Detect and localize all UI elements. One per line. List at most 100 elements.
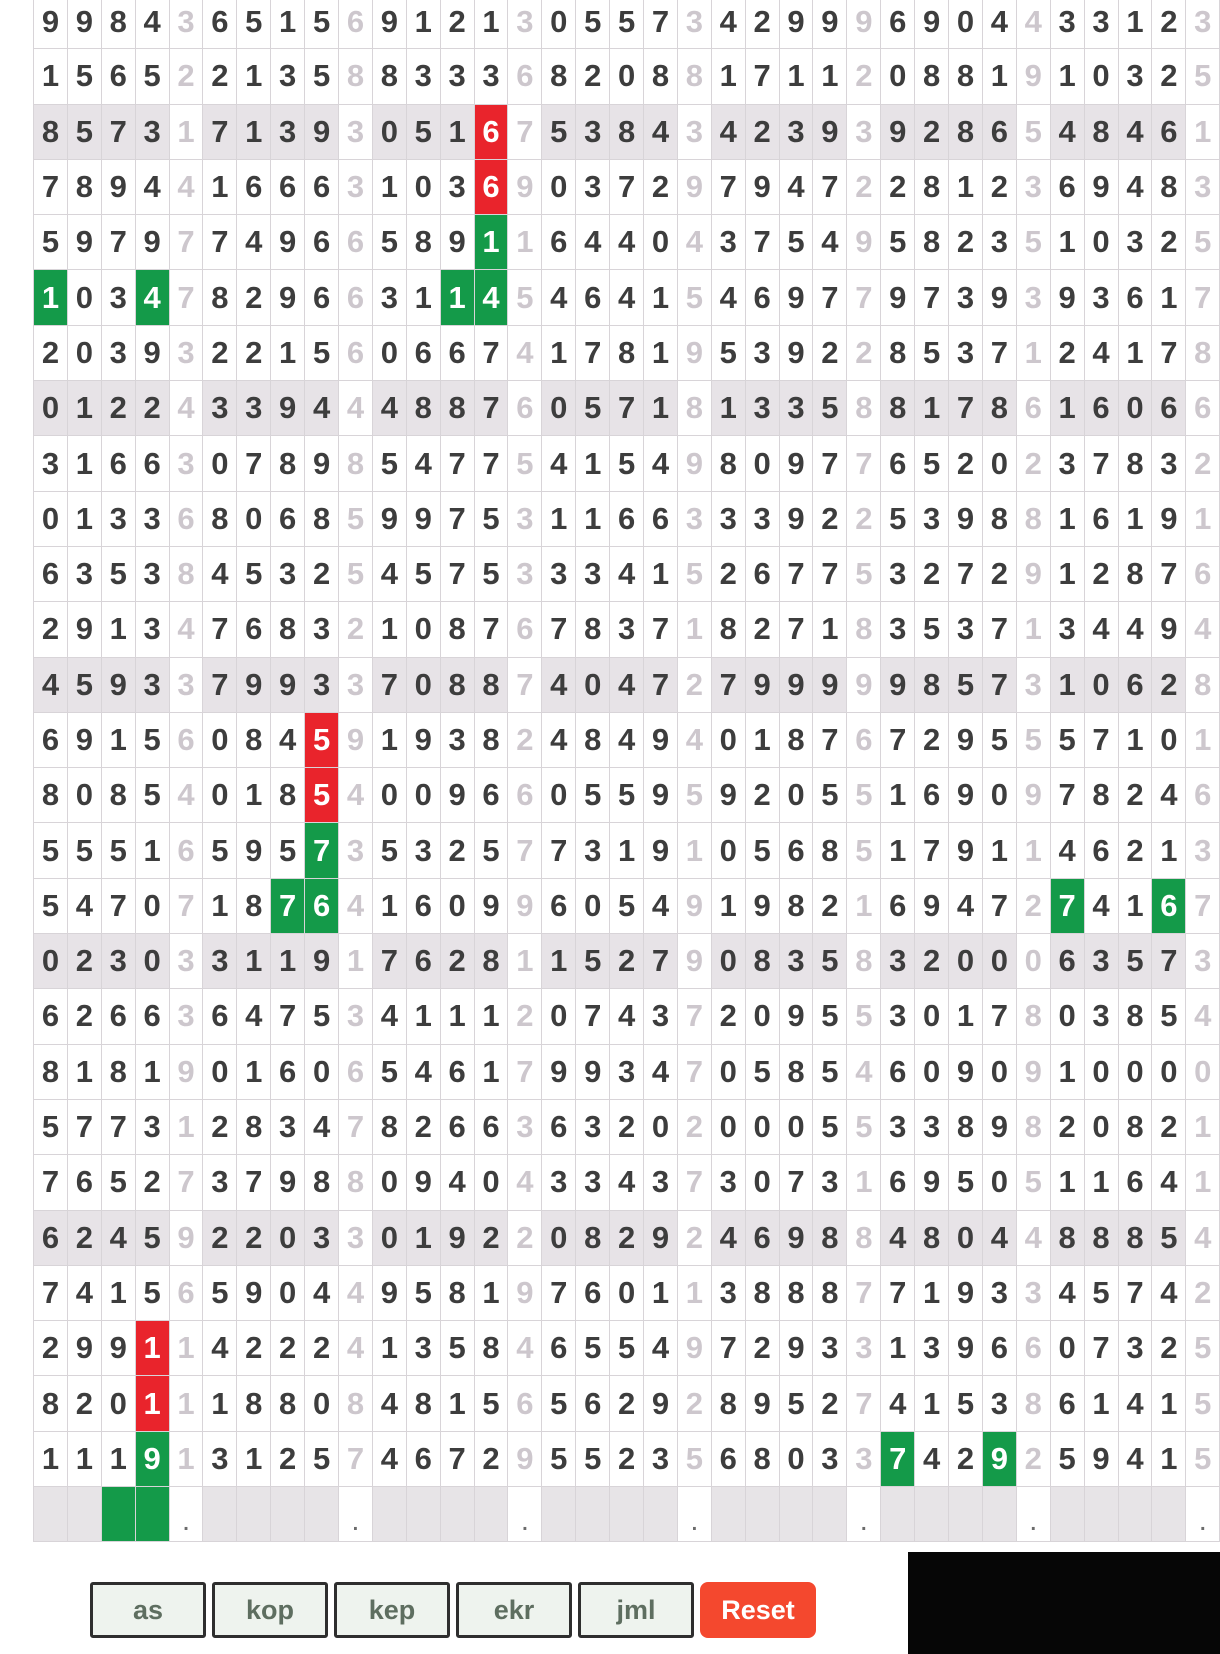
- grid-cell: 8: [1084, 768, 1119, 824]
- grid-cell: 3: [949, 270, 983, 326]
- grid-cell: 8: [949, 49, 983, 105]
- grid-cell: 3: [135, 546, 170, 603]
- grid-cell: 7: [881, 1265, 916, 1322]
- grid-cell: 1: [949, 989, 983, 1045]
- grid-cell: 6: [271, 159, 306, 216]
- grid-cell: 9: [237, 1265, 272, 1322]
- grid-cell: 6: [1186, 381, 1220, 437]
- grid-cell: 7: [982, 602, 1017, 658]
- grid-cell: 8: [576, 712, 611, 769]
- grid-cell: 9: [33, 0, 68, 50]
- grid-cell: 1: [881, 1321, 916, 1377]
- grid-cell: 6: [1152, 104, 1187, 160]
- grid-cell: 4: [305, 381, 340, 437]
- grid-cell: 2: [982, 159, 1017, 216]
- grid-cell: 0: [1084, 1044, 1119, 1100]
- grid-cell: 6: [339, 0, 373, 50]
- grid-cell: 0: [203, 768, 238, 824]
- grid-cell: 7: [271, 989, 306, 1045]
- grid-cell: 1: [135, 1376, 170, 1432]
- grid-cell: 5: [508, 270, 543, 326]
- grid-cell: 4: [644, 104, 678, 160]
- grid-cell: 9: [949, 1265, 983, 1322]
- grid-cell: 7: [1050, 768, 1085, 824]
- grid-cell: 2: [101, 381, 136, 437]
- grid-cell: 4: [982, 0, 1017, 50]
- grid-cell: 8: [847, 602, 882, 658]
- grid-cell: 6: [1186, 768, 1220, 824]
- grid-cell: 9: [1016, 768, 1051, 824]
- grid-cell: 6: [305, 878, 340, 935]
- grid-cell: 6: [982, 104, 1017, 160]
- grid-cell: 3: [813, 1155, 848, 1211]
- grid-cell: 9: [542, 1044, 577, 1100]
- grid-cell: 3: [1118, 49, 1153, 105]
- grid-cell: 2: [915, 104, 950, 160]
- grid-cell: 8: [779, 712, 814, 769]
- grid-cell: 1: [67, 1431, 102, 1488]
- grid-cell: 5: [576, 0, 611, 50]
- grid-cell: 9: [779, 270, 814, 326]
- grid-cell: 8: [406, 381, 441, 437]
- grid-cell: 4: [1118, 104, 1153, 160]
- black-panel: [908, 1552, 1220, 1654]
- grid-cell: 0: [271, 1210, 306, 1266]
- grid-cell: 9: [101, 657, 136, 713]
- kep-button[interactable]: kep: [334, 1582, 450, 1638]
- grid-cell: 7: [101, 1099, 136, 1156]
- grid-cell: 4: [237, 989, 272, 1045]
- grid-cell: 7: [982, 325, 1017, 382]
- grid-cell: 5: [101, 823, 136, 879]
- grid-cell: 4: [440, 1155, 475, 1211]
- grid-cell: 3: [711, 215, 746, 271]
- reset-button[interactable]: Reset: [700, 1582, 816, 1638]
- ekr-button[interactable]: ekr: [456, 1582, 572, 1638]
- grid-cell: 8: [915, 1210, 950, 1266]
- grid-cell: 4: [203, 546, 238, 603]
- grid-cell: 3: [1186, 0, 1220, 50]
- grid-cell: 4: [372, 546, 407, 603]
- grid-cell: 9: [847, 215, 882, 271]
- grid-cell: 9: [67, 602, 102, 658]
- grid-cell: 6: [508, 381, 543, 437]
- grid-cell: 4: [644, 1044, 678, 1100]
- as-button[interactable]: as: [90, 1582, 206, 1638]
- grid-cell: 4: [372, 1431, 407, 1488]
- kop-button[interactable]: kop: [212, 1582, 328, 1638]
- grid-cell: 4: [542, 657, 577, 713]
- grid-cell: 6: [711, 1431, 746, 1488]
- grid-cell: 6: [576, 1376, 611, 1432]
- grid-cell: 1: [372, 712, 407, 769]
- grid-cell: 0: [67, 325, 102, 382]
- grid-cell: 1: [1152, 1376, 1187, 1432]
- grid-cell: 8: [1016, 491, 1051, 547]
- grid-cell: 0: [406, 657, 441, 713]
- grid-cell: 1: [67, 491, 102, 547]
- summary-cell: [576, 1487, 611, 1543]
- grid-cell: 8: [33, 1376, 68, 1432]
- grid-cell: 7: [508, 657, 543, 713]
- grid-cell: 7: [1186, 270, 1220, 326]
- grid-cell: 6: [881, 1044, 916, 1100]
- grid-cell: 3: [372, 270, 407, 326]
- grid-cell: 1: [339, 934, 373, 990]
- jml-button[interactable]: jml: [578, 1582, 694, 1638]
- grid-cell: 3: [881, 1099, 916, 1156]
- grid-cell: 8: [271, 1376, 306, 1432]
- grid-cell: 6: [982, 1321, 1017, 1377]
- grid-cell: 3: [203, 934, 238, 990]
- grid-cell: 7: [576, 989, 611, 1045]
- grid-cell: 9: [813, 104, 848, 160]
- grid-cell: 3: [339, 1210, 373, 1266]
- grid-cell: 4: [169, 159, 204, 216]
- grid-cell: 7: [881, 712, 916, 769]
- grid-cell: 4: [1118, 602, 1153, 658]
- grid-cell: 9: [101, 1321, 136, 1377]
- grid-cell: 5: [339, 491, 373, 547]
- grid-cell: 2: [1016, 1431, 1051, 1488]
- grid-cell: 2: [677, 657, 712, 713]
- grid-cell: 8: [1118, 989, 1153, 1045]
- summary-cell: .: [677, 1487, 712, 1543]
